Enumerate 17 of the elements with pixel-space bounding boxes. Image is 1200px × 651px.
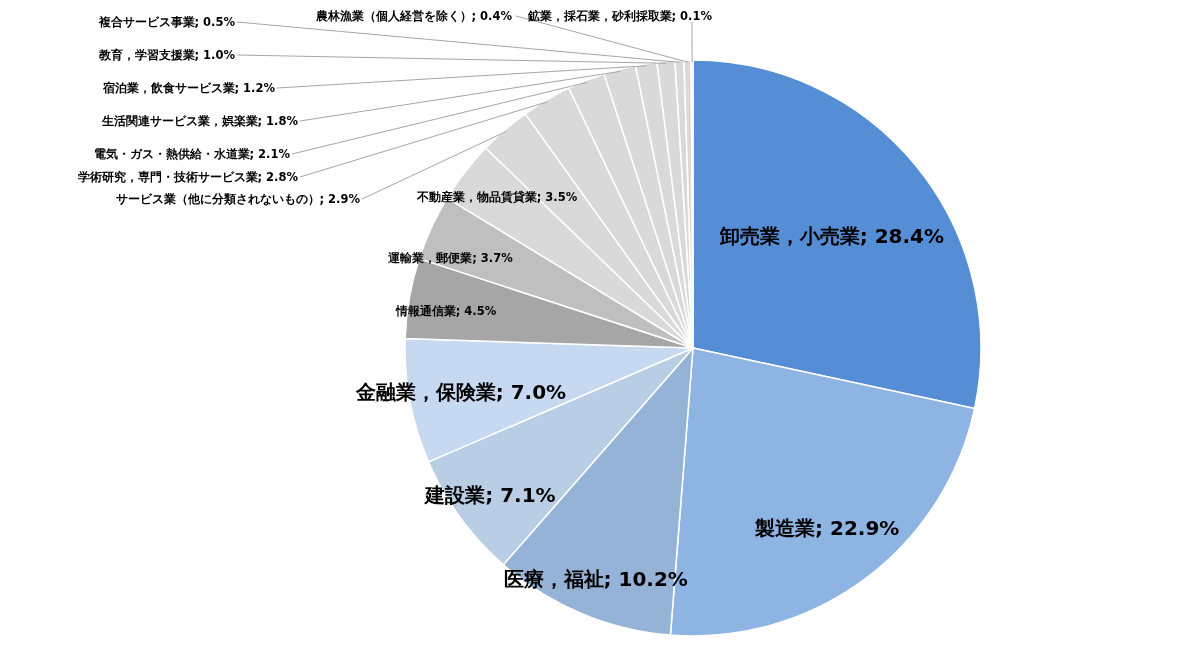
slice-label: サービス業（他に分類されないもの）; 2.9% [115,192,361,206]
slice-label: 建設業; 7.1% [423,483,556,508]
slice-label: 電気・ガス・熱供給・水道業; 2.1% [93,147,291,161]
slice-label: 不動産業，物品賃貸業; 3.5% [415,189,578,204]
slice-label: 情報通信業; 4.5% [394,303,497,318]
slice-label: 金融業，保険業; 7.0% [354,379,567,404]
slice-label: 教育，学習支援業; 1.0% [97,48,236,62]
slice-label: 卸売業，小売業; 28.4% [718,223,945,248]
slice-label: 運輸業，郵便業; 3.7% [387,250,514,265]
slice-label: 農林漁業（個人経営を除く）; 0.4% [314,9,513,23]
slice-label: 生活関連サービス業，娯楽業; 1.8% [100,114,299,128]
slice-label: 医療，福祉; 10.2% [503,566,688,591]
slice-label: 鉱業，採石業，砂利採取業; 0.1% [526,9,713,23]
slice-label: 宿泊業，飲食サービス業; 1.2% [101,81,276,95]
slice-label: 学術研究，専門・技術サービス業; 2.8% [77,170,299,184]
slice-label: 複合サービス事業; 0.5% [97,15,236,29]
slice-label: 製造業; 22.9% [754,516,900,541]
